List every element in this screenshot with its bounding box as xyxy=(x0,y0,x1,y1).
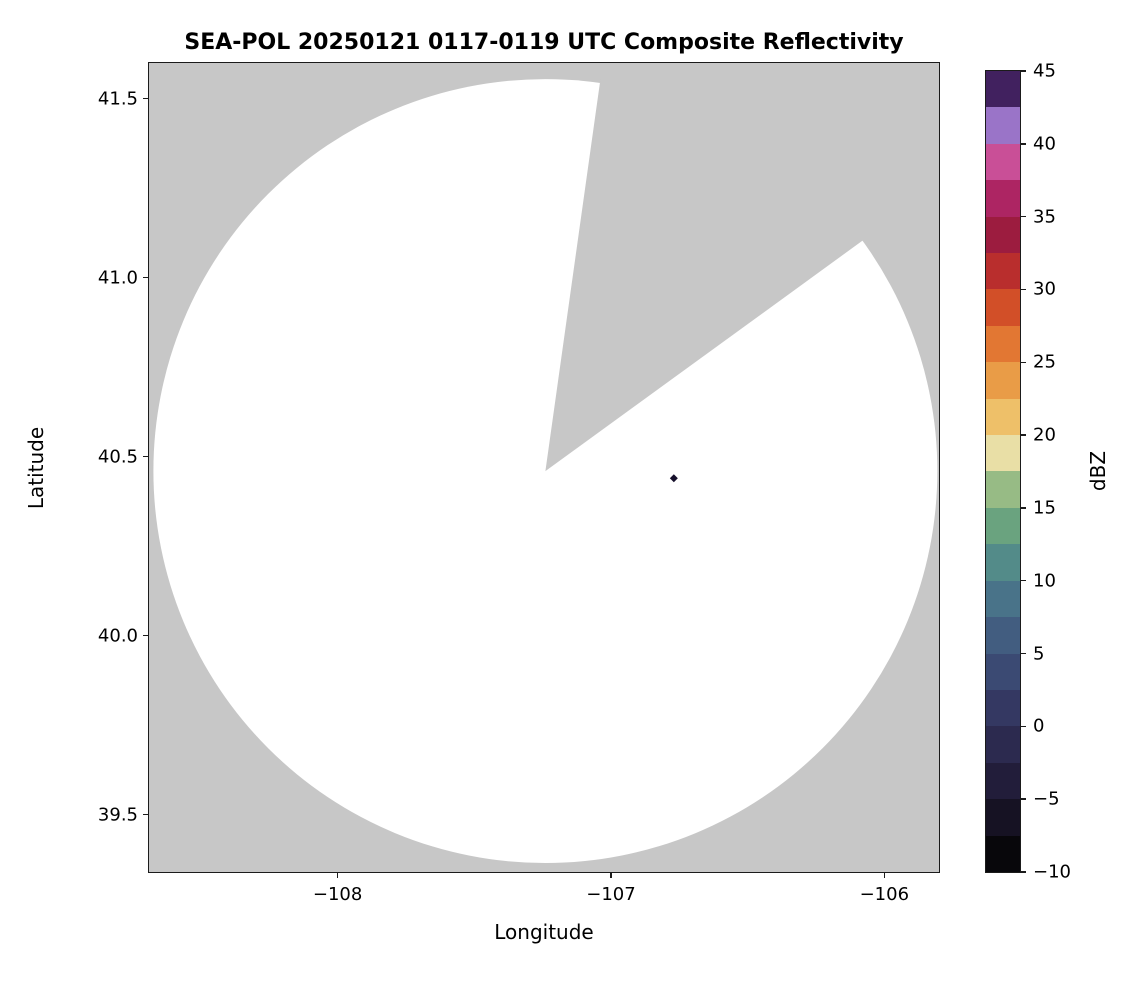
colorbar-tick-label: 25 xyxy=(1033,351,1056,373)
x-tick-label: −108 xyxy=(312,884,363,905)
colorbar-segment xyxy=(986,216,1020,254)
colorbar-segment xyxy=(986,435,1020,472)
colorbar-segment xyxy=(986,653,1020,690)
colorbar-segment xyxy=(986,143,1020,181)
x-tick-label: −106 xyxy=(859,884,910,905)
colorbar-tick-mark xyxy=(1021,434,1026,436)
colorbar-tick-mark xyxy=(1021,143,1026,145)
colorbar-tick-label: 20 xyxy=(1033,424,1056,446)
y-tick-mark xyxy=(143,635,148,637)
colorbar-tick-label: 15 xyxy=(1033,497,1056,519)
blocked-sector xyxy=(545,63,939,472)
y-axis-label: Latitude xyxy=(24,426,48,510)
colorbar-segment xyxy=(986,289,1020,326)
y-tick-label: 41.5 xyxy=(97,88,138,110)
colorbar-segment xyxy=(986,471,1020,508)
x-tick-mark xyxy=(883,873,886,878)
colorbar-segment xyxy=(986,398,1020,436)
colorbar-segment xyxy=(986,507,1020,545)
colorbar-tick-label: −5 xyxy=(1033,788,1060,810)
echo-point xyxy=(669,474,678,483)
y-tick-label: 40.0 xyxy=(97,625,138,647)
colorbar-tick-label: 5 xyxy=(1033,643,1045,665)
colorbar xyxy=(985,70,1021,873)
colorbar-segment xyxy=(986,362,1020,399)
colorbar-tick-label: 0 xyxy=(1033,715,1045,737)
x-axis-label: Longitude xyxy=(494,920,594,944)
y-tick-label: 39.5 xyxy=(97,804,138,826)
colorbar-segment xyxy=(986,253,1020,290)
colorbar-tick-label: 30 xyxy=(1033,278,1056,300)
colorbar-segment xyxy=(986,325,1020,363)
x-tick-mark xyxy=(610,873,612,878)
chart-title: SEA-POL 20250121 0117-0119 UTC Composite… xyxy=(184,30,904,55)
colorbar-segment xyxy=(986,726,1020,763)
colorbar-segment xyxy=(986,617,1020,654)
colorbar-segment xyxy=(986,762,1020,800)
colorbar-tick-mark xyxy=(1021,580,1026,582)
y-tick-label: 40.5 xyxy=(97,446,138,468)
colorbar-segment xyxy=(986,107,1020,144)
y-tick-mark xyxy=(143,814,148,816)
colorbar-tick-mark xyxy=(1021,507,1026,509)
colorbar-tick-mark xyxy=(1021,871,1026,873)
colorbar-gradient xyxy=(986,71,1020,872)
colorbar-tick-mark xyxy=(1021,288,1026,291)
colorbar-tick-mark xyxy=(1021,215,1026,218)
colorbar-tick-label: 45 xyxy=(1033,60,1056,82)
colorbar-tick-mark xyxy=(1021,361,1026,363)
y-tick-mark xyxy=(143,277,148,279)
colorbar-tick-label: 40 xyxy=(1033,133,1056,155)
plot-area xyxy=(148,62,940,873)
colorbar-tick-label: 35 xyxy=(1033,206,1056,228)
colorbar-segment xyxy=(986,180,1020,217)
x-tick-mark xyxy=(336,873,339,878)
colorbar-tick-mark xyxy=(1021,725,1026,728)
colorbar-segment xyxy=(986,580,1020,618)
y-tick-mark xyxy=(143,98,148,100)
colorbar-tick-mark xyxy=(1021,798,1026,800)
colorbar-label: dBZ xyxy=(1086,450,1110,492)
x-tick-label: −107 xyxy=(586,884,636,905)
colorbar-segment xyxy=(986,544,1020,581)
colorbar-segment xyxy=(986,71,1020,108)
colorbar-tick-mark xyxy=(1021,652,1026,655)
colorbar-tick-label: −10 xyxy=(1033,861,1071,883)
colorbar-segment xyxy=(986,689,1020,727)
colorbar-tick-mark xyxy=(1021,70,1026,72)
colorbar-segment xyxy=(986,799,1020,836)
radar-plot-svg xyxy=(153,63,939,864)
colorbar-segment xyxy=(986,835,1020,872)
y-tick-label: 41.0 xyxy=(97,267,138,289)
colorbar-tick-label: 10 xyxy=(1033,570,1056,592)
y-tick-mark xyxy=(143,456,148,458)
